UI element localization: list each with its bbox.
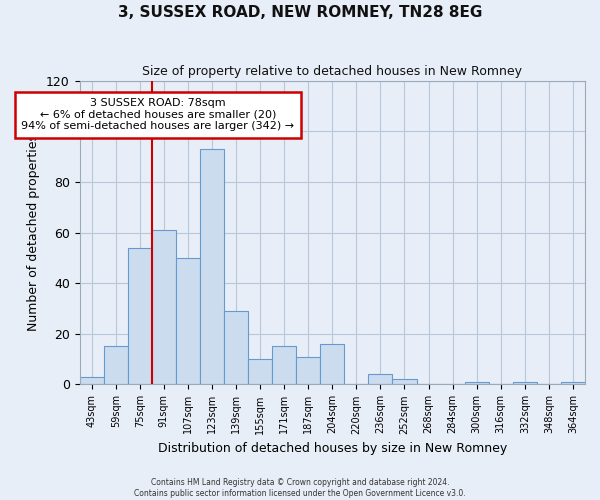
Bar: [272, 346, 296, 385]
Bar: [248, 359, 272, 384]
Bar: [176, 258, 200, 384]
Bar: [513, 382, 537, 384]
Bar: [200, 149, 224, 384]
Bar: [392, 380, 416, 384]
Bar: [128, 248, 152, 384]
Title: Size of property relative to detached houses in New Romney: Size of property relative to detached ho…: [142, 65, 522, 78]
Bar: [104, 346, 128, 385]
Bar: [464, 382, 489, 384]
Bar: [320, 344, 344, 385]
X-axis label: Distribution of detached houses by size in New Romney: Distribution of detached houses by size …: [158, 442, 507, 455]
Bar: [296, 356, 320, 384]
Bar: [80, 377, 104, 384]
Bar: [561, 382, 585, 384]
Text: 3, SUSSEX ROAD, NEW ROMNEY, TN28 8EG: 3, SUSSEX ROAD, NEW ROMNEY, TN28 8EG: [118, 5, 482, 20]
Text: 3 SUSSEX ROAD: 78sqm
← 6% of detached houses are smaller (20)
94% of semi-detach: 3 SUSSEX ROAD: 78sqm ← 6% of detached ho…: [21, 98, 295, 132]
Bar: [152, 230, 176, 384]
Bar: [368, 374, 392, 384]
Text: Contains HM Land Registry data © Crown copyright and database right 2024.
Contai: Contains HM Land Registry data © Crown c…: [134, 478, 466, 498]
Bar: [224, 311, 248, 384]
Y-axis label: Number of detached properties: Number of detached properties: [28, 134, 40, 331]
